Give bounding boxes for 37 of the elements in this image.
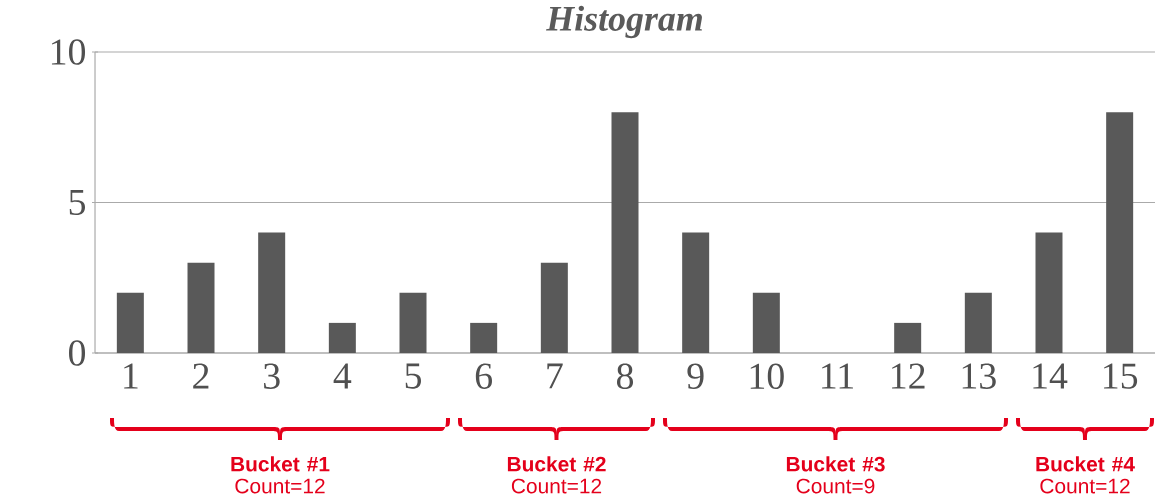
y-tick-label: 5 (69, 189, 86, 216)
text: Bucket #2 Count=12 (507, 456, 606, 494)
bar (116, 292, 144, 353)
bar (399, 292, 427, 353)
text: Bucket #3 Count=9 (786, 456, 885, 494)
text: Bucket #1 Count=12 (231, 456, 330, 494)
x-tick-label: 15 (1104, 363, 1138, 389)
bar (611, 112, 639, 353)
bar (894, 322, 922, 353)
x-tick-label: 14 (1033, 363, 1068, 389)
x-tick-label: 1 (124, 363, 138, 389)
x-tick-label: 11 (822, 363, 853, 389)
x-tick-label: 5 (405, 363, 421, 389)
chart-title: Histogram (546, 5, 702, 39)
bar (258, 232, 286, 353)
x-tick-label: 4 (333, 363, 352, 389)
x-tick-label: 10 (750, 363, 784, 390)
y-tick-label: 10 (51, 39, 86, 65)
bar (682, 232, 710, 353)
bar (187, 262, 215, 353)
x-tick-label: 12 (892, 363, 925, 389)
bar (752, 292, 780, 353)
x-tick-label: 9 (687, 363, 704, 389)
y-tick-label: 0 (69, 340, 86, 366)
x-tick-label: 6 (475, 363, 492, 389)
bar (1106, 112, 1134, 353)
x-tick-label: 13 (962, 363, 996, 389)
bar (540, 262, 568, 353)
text: Bucket #4 Count=12 (1036, 456, 1135, 494)
bar (470, 322, 498, 353)
bar (964, 292, 992, 353)
bar (328, 322, 356, 353)
x-tick-label: 2 (193, 363, 209, 389)
x-tick-label: 7 (547, 363, 563, 389)
x-tick-label: 8 (616, 363, 634, 390)
x-tick-label: 3 (264, 363, 280, 389)
bar (1035, 232, 1063, 353)
